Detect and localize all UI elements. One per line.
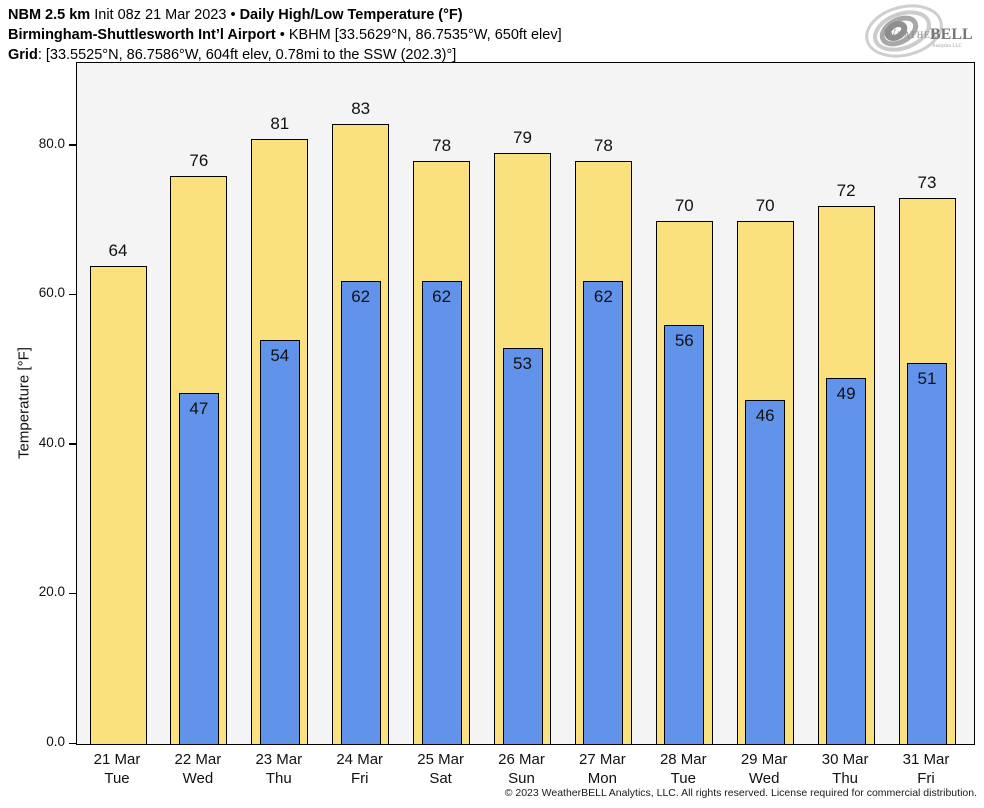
high-bar bbox=[89, 265, 147, 744]
x-tick-dow: Sat bbox=[429, 770, 452, 787]
low-value-label: 51 bbox=[917, 368, 937, 388]
low-value-label: 47 bbox=[189, 398, 209, 418]
y-tick-mark bbox=[69, 592, 76, 595]
y-tick-label: 0.0 bbox=[46, 734, 65, 749]
low-value-label: 53 bbox=[513, 353, 532, 373]
x-tick-label: 29 Mar Wed bbox=[719, 750, 809, 788]
high-value-label: 72 bbox=[836, 180, 856, 200]
x-tick-label: 23 Mar Thu bbox=[234, 750, 324, 788]
x-tick-dow: Wed bbox=[182, 770, 214, 787]
high-value-label: 78 bbox=[432, 135, 452, 155]
y-tick-label: 20.0 bbox=[38, 584, 65, 600]
high-value-label: 76 bbox=[189, 150, 209, 170]
high-value-label: 78 bbox=[593, 135, 613, 155]
chart-header: NBM 2.5 km Init 08z 21 Mar 2023 • Daily … bbox=[8, 5, 562, 65]
chart-title: Daily High/Low Temperature (°F) bbox=[239, 7, 463, 23]
x-tick-dow: Wed bbox=[748, 770, 780, 787]
header-line-1: NBM 2.5 km Init 08z 21 Mar 2023 • Daily … bbox=[8, 5, 562, 25]
header-line-2: Birmingham-Shuttlesworth Int’l Airport •… bbox=[8, 25, 562, 45]
high-value-label: 70 bbox=[674, 195, 694, 215]
x-tick-date: 30 Mar bbox=[821, 751, 869, 768]
x-tick-date: 23 Mar bbox=[255, 751, 303, 768]
low-value-label: 62 bbox=[351, 286, 371, 306]
weatherbell-logo: Weather BELL Analytics LLC bbox=[865, 4, 973, 58]
x-tick-date: 24 Mar bbox=[336, 751, 384, 768]
low-bar bbox=[745, 400, 786, 744]
copyright-notice: © 2023 WeatherBELL Analytics, LLC. All r… bbox=[504, 787, 977, 799]
low-bar bbox=[259, 340, 300, 744]
logo-weather-text: Weather bbox=[884, 26, 938, 41]
station-coords: • KBHM [33.5629°N, 86.7535°W, 650ft elev… bbox=[275, 27, 562, 43]
high-value-label: 83 bbox=[351, 98, 371, 118]
low-bar bbox=[502, 347, 543, 744]
y-tick-label: 40.0 bbox=[38, 434, 65, 450]
high-value-label: 79 bbox=[513, 128, 532, 148]
low-value-label: 46 bbox=[755, 406, 775, 426]
high-value-label: 73 bbox=[917, 173, 937, 193]
hurricane-swirl-icon bbox=[865, 4, 943, 58]
x-tick-dow: Thu bbox=[265, 770, 292, 787]
plot-area: 64 76 47 81 54 83 62 78 62 79 53 78 62 70 56 70 46 72 49 73… bbox=[76, 62, 975, 745]
station-name: Birmingham-Shuttlesworth Int’l Airport bbox=[8, 27, 276, 43]
high-value-label: 81 bbox=[270, 113, 290, 133]
grid-coords: : [33.5525°N, 86.7586°W, 604ft elev, 0.7… bbox=[37, 47, 457, 63]
x-tick-label: 30 Mar Thu bbox=[800, 750, 890, 788]
high-value-label: 64 bbox=[108, 240, 128, 260]
model-name: NBM 2.5 km bbox=[8, 7, 91, 23]
x-tick-date: 22 Mar bbox=[174, 751, 222, 768]
x-tick-date: 21 Mar bbox=[93, 751, 141, 768]
x-tick-dow: Thu bbox=[832, 770, 859, 787]
low-value-label: 62 bbox=[593, 286, 613, 306]
x-tick-label: 26 Mar Sun bbox=[477, 750, 567, 788]
low-bar bbox=[826, 377, 867, 744]
y-tick-mark bbox=[69, 144, 76, 146]
header-line-3: Grid: [33.5525°N, 86.7586°W, 604ft elev,… bbox=[8, 45, 562, 65]
x-tick-date: 25 Mar bbox=[417, 751, 464, 768]
x-tick-dow: Tue bbox=[104, 770, 130, 787]
x-tick-label: 24 Mar Fri bbox=[315, 750, 405, 788]
x-tick-label: 25 Mar Sat bbox=[396, 750, 486, 788]
logo-bell-text: BELL bbox=[930, 26, 973, 43]
x-tick-dow: Fri bbox=[917, 770, 935, 787]
x-tick-date: 26 Mar bbox=[498, 751, 545, 768]
x-tick-dow: Mon bbox=[587, 770, 617, 787]
grid-label: Grid bbox=[8, 47, 38, 63]
y-tick-mark bbox=[69, 443, 76, 445]
x-tick-dow: Fri bbox=[350, 770, 369, 787]
y-tick-label: 80.0 bbox=[38, 135, 65, 151]
low-bar bbox=[340, 280, 381, 744]
low-bar bbox=[664, 325, 705, 744]
low-bar bbox=[178, 392, 219, 744]
x-tick-date: 28 Mar bbox=[659, 751, 707, 768]
x-tick-date: 29 Mar bbox=[740, 751, 788, 768]
x-tick-date: 27 Mar bbox=[579, 751, 626, 768]
low-value-label: 62 bbox=[432, 286, 452, 306]
low-value-label: 54 bbox=[270, 346, 290, 366]
low-value-label: 49 bbox=[836, 383, 856, 403]
y-tick-label: 60.0 bbox=[38, 285, 65, 301]
x-tick-label: 22 Mar Wed bbox=[153, 750, 243, 788]
x-tick-label: 31 Mar Fri bbox=[881, 750, 971, 788]
x-tick-date: 31 Mar bbox=[902, 751, 950, 768]
low-value-label: 56 bbox=[674, 331, 694, 351]
logo-subtitle: Analytics LLC bbox=[932, 44, 963, 49]
low-bar bbox=[583, 280, 624, 744]
y-tick-mark bbox=[69, 742, 76, 744]
low-bar bbox=[421, 280, 462, 744]
high-value-label: 70 bbox=[755, 195, 775, 215]
x-tick-label: 27 Mar Mon bbox=[557, 750, 647, 788]
x-tick-dow: Sun bbox=[508, 770, 535, 787]
y-tick-mark bbox=[69, 293, 76, 296]
init-time: Init 08z 21 Mar 2023 • bbox=[90, 7, 240, 23]
x-tick-label: 28 Mar Tue bbox=[638, 750, 728, 788]
low-bar bbox=[907, 362, 947, 744]
x-tick-label: 21 Mar Tue bbox=[72, 750, 162, 788]
x-tick-dow: Tue bbox=[670, 770, 696, 787]
